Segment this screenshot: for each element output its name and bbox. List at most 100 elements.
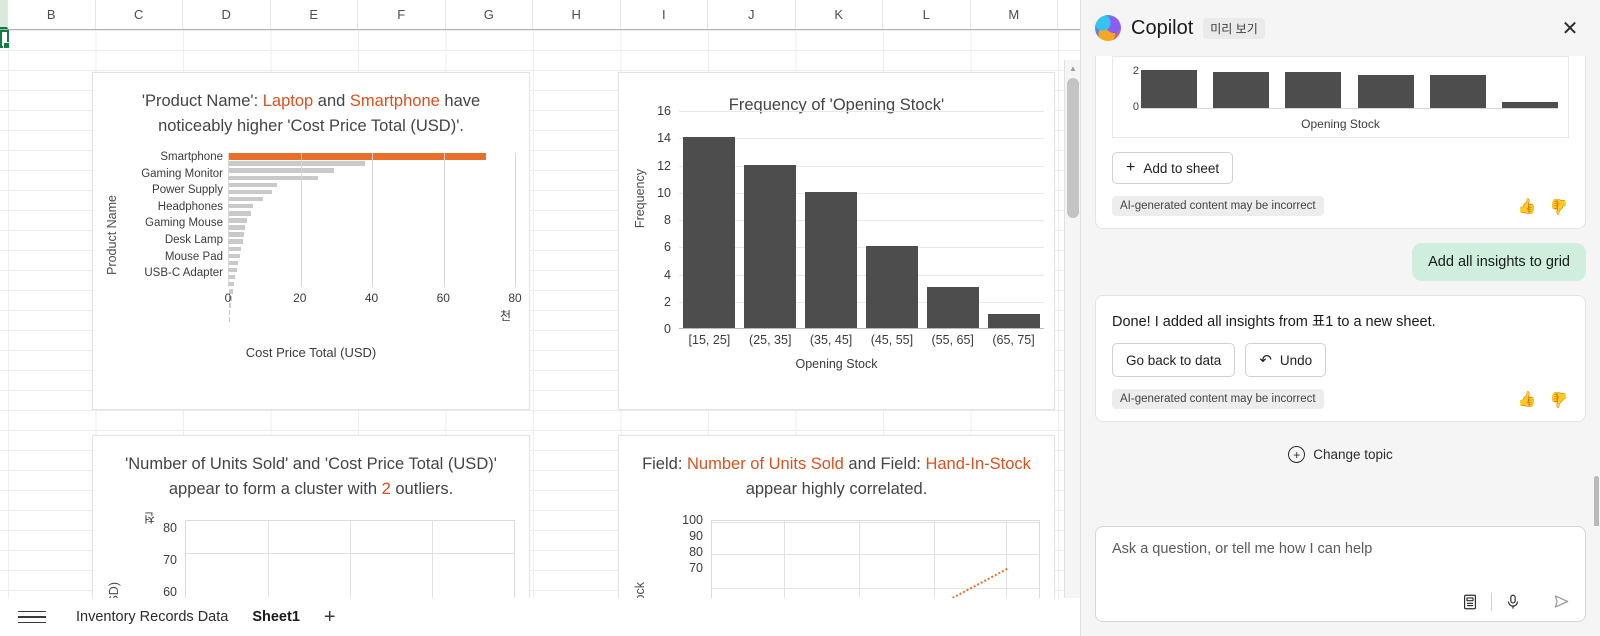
spreadsheet-pane: B C D E F G H I J K L M 'Product Name': … bbox=[0, 0, 1080, 636]
bar-fill bbox=[229, 203, 254, 209]
y-axis-tick-labels: Smartphone Gaming Monitor Power Supply H… bbox=[123, 149, 223, 282]
bar-row bbox=[229, 217, 515, 224]
bar-fill bbox=[229, 189, 272, 195]
sheet-tab-inventory-records-data[interactable]: Inventory Records Data bbox=[76, 609, 229, 625]
x-tick-label: [15, 25] bbox=[688, 333, 731, 347]
bar-fill bbox=[229, 211, 252, 216]
copilot-assistant-response-card: Done! I added all insights from 표1 to a … bbox=[1095, 295, 1586, 422]
histogram-chart: Frequency of 'Opening Stock' Frequency 0… bbox=[619, 73, 1054, 373]
gridline-horizontal bbox=[712, 554, 1039, 556]
send-icon[interactable] bbox=[1552, 592, 1571, 611]
vertical-scrollbar[interactable]: ▲ ▼ bbox=[1064, 60, 1080, 614]
column-header-e[interactable]: E bbox=[270, 0, 358, 29]
y-tick-80: 80 bbox=[163, 521, 177, 535]
add-sheet-button[interactable]: + bbox=[323, 605, 336, 628]
cat-headphones: Headphones bbox=[157, 200, 223, 213]
y-tick-16: 16 bbox=[657, 104, 671, 118]
thumbs-down-icon[interactable]: 👍 bbox=[1550, 390, 1569, 408]
gridline-vertical bbox=[350, 521, 351, 636]
cat-gaming-mouse: Gaming Mouse bbox=[145, 217, 223, 230]
close-icon[interactable]: ✕ bbox=[1561, 17, 1579, 40]
insight-card-product-cost[interactable]: 'Product Name': Laptop and Smartphone ha… bbox=[92, 72, 530, 410]
copilot-input-icons bbox=[1461, 592, 1571, 611]
gridline-vertical bbox=[934, 521, 936, 636]
change-topic-button[interactable]: + Change topic bbox=[1095, 436, 1586, 477]
icon-separator bbox=[1491, 592, 1492, 611]
bar-fill bbox=[229, 260, 239, 266]
copilot-input-box[interactable]: Ask a question, or tell me how I can hel… bbox=[1095, 526, 1586, 622]
column-header-k[interactable]: K bbox=[795, 0, 883, 29]
histogram-bar-5 bbox=[987, 314, 1040, 328]
sheet-tab-sheet1[interactable]: Sheet1 bbox=[252, 609, 300, 625]
y-tick-10: 10 bbox=[657, 185, 671, 200]
title-seg-smartphone: Smartphone bbox=[349, 92, 440, 110]
histogram-bar-0 bbox=[683, 137, 736, 328]
x-tick-80: 80 bbox=[508, 291, 522, 305]
column-header-l[interactable]: L bbox=[883, 0, 971, 29]
bar-row bbox=[229, 281, 515, 288]
active-cell-a1[interactable] bbox=[0, 30, 10, 49]
title-seg-hand-in-stock: Hand-In-Stock bbox=[925, 455, 1031, 473]
bar-row bbox=[229, 267, 515, 274]
bar-fill bbox=[229, 196, 263, 202]
x-tick-20: 20 bbox=[293, 291, 307, 305]
x-tick-label: (45, 55] bbox=[870, 333, 914, 347]
bar-row bbox=[229, 316, 515, 323]
y-axis-tick-labels: 80 70 60 bbox=[149, 520, 177, 636]
bar-plot-area bbox=[228, 153, 516, 322]
bar-row bbox=[229, 224, 515, 231]
card-footer: AI-generated content may be incorrect 👍 … bbox=[1112, 389, 1569, 409]
gridline-horizontal bbox=[712, 522, 1039, 524]
column-header-i[interactable]: I bbox=[620, 0, 708, 29]
bar-row bbox=[229, 153, 515, 161]
add-to-sheet-button[interactable]: + Add to sheet bbox=[1112, 152, 1234, 184]
undo-icon: ↶ bbox=[1259, 352, 1272, 369]
x-tick-label: (35, 45] bbox=[809, 333, 853, 347]
column-header-g[interactable]: G bbox=[445, 0, 533, 29]
column-header-j[interactable]: J bbox=[708, 0, 796, 29]
title-seg-tail: outliers. bbox=[390, 480, 454, 498]
column-header-h[interactable]: H bbox=[533, 0, 621, 29]
x-axis-title: Cost Price Total (USD) bbox=[245, 345, 377, 360]
insight-card-opening-stock-histogram[interactable]: Frequency of 'Opening Stock' Frequency 0… bbox=[618, 72, 1055, 410]
copilot-conversation[interactable]: 2 0 Opening Stock + Add to sheet AI-gene… bbox=[1081, 56, 1600, 526]
thumbs-down-icon[interactable]: 👍 bbox=[1550, 197, 1569, 215]
bar-row bbox=[229, 309, 515, 316]
microphone-icon[interactable] bbox=[1504, 593, 1522, 611]
bar-fill bbox=[229, 175, 319, 181]
thumbs-up-icon[interactable]: 👍 bbox=[1517, 390, 1537, 408]
title-seg-1: Field: bbox=[642, 455, 687, 473]
prompt-book-icon[interactable] bbox=[1461, 593, 1479, 611]
undo-button[interactable]: ↶ Undo bbox=[1245, 343, 1327, 377]
x-tick-label: (25, 35] bbox=[749, 333, 792, 347]
column-header-a[interactable] bbox=[0, 0, 8, 29]
column-header-f[interactable]: F bbox=[358, 0, 446, 29]
x-tick-0: 0 bbox=[224, 291, 232, 305]
y-axis-tick-labels: 0 2 4 6 8 10 12 14 16 bbox=[641, 104, 671, 336]
column-header-row: B C D E F G H I J K L M bbox=[0, 0, 1080, 30]
bar-fill bbox=[229, 182, 278, 188]
mini-x-axis-title: Opening Stock bbox=[1301, 117, 1380, 131]
mini-bar-4 bbox=[1429, 75, 1486, 108]
bar-row bbox=[229, 245, 515, 252]
title-seg-1: 'Number of Units Sold' and 'Cost Price T… bbox=[125, 455, 497, 498]
column-header-c[interactable]: C bbox=[95, 0, 183, 29]
x-axis-title: Opening Stock bbox=[795, 357, 878, 371]
column-header-m[interactable]: M bbox=[970, 0, 1058, 29]
vertical-scroll-thumb[interactable] bbox=[1067, 78, 1079, 218]
copilot-scroll-thumb[interactable] bbox=[1594, 476, 1599, 526]
cat-power-supply: Power Supply bbox=[152, 184, 223, 197]
go-back-to-data-button[interactable]: Go back to data bbox=[1112, 343, 1236, 377]
sheet-canvas[interactable]: 'Product Name': Laptop and Smartphone ha… bbox=[0, 30, 1080, 636]
assistant-action-buttons: Go back to data ↶ Undo bbox=[1112, 343, 1569, 377]
sheet-list-icon[interactable] bbox=[18, 606, 46, 628]
x-axis-tick-labels: 0 20 40 60 80 bbox=[224, 291, 522, 307]
thumbs-up-icon[interactable]: 👍 bbox=[1517, 197, 1537, 215]
column-header-d[interactable]: D bbox=[183, 0, 271, 29]
x-tick-label: (65, 75] bbox=[992, 333, 1035, 347]
bar-fill bbox=[229, 161, 365, 166]
column-header-b[interactable]: B bbox=[8, 0, 96, 29]
title-seg-units-sold: Number of Units Sold bbox=[687, 455, 844, 473]
scroll-up-icon[interactable]: ▲ bbox=[1069, 63, 1077, 73]
mini-ytick-0: 0 bbox=[1132, 101, 1139, 113]
